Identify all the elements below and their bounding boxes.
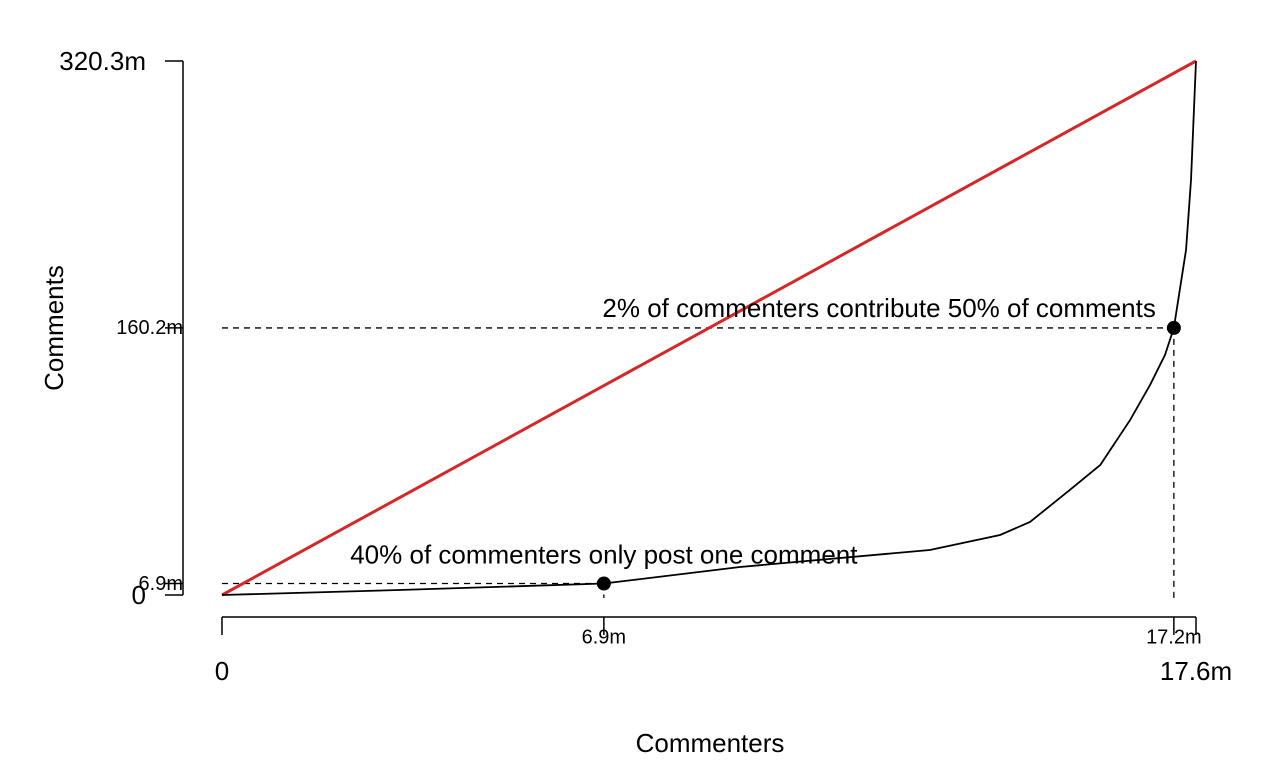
data-line — [221, 60, 1197, 596]
highlight-point — [1166, 320, 1181, 335]
y-tick-label: 6.9m — [139, 573, 183, 595]
annotation: 2% of commenters contribute 50% of comme… — [602, 293, 1155, 323]
highlight-point — [596, 576, 611, 591]
data-line — [221, 59, 1197, 597]
x-tick-label: 17.6m — [1160, 656, 1232, 686]
x-tick-label: 17.2m — [1146, 626, 1202, 648]
y-tick-label: 0 — [132, 580, 146, 610]
x-tick-label: 6.9m — [582, 626, 626, 648]
y-tick-label: 160.2m — [116, 317, 183, 339]
y-axis-label: Comments — [39, 265, 69, 391]
y-tick-label: 320.3m — [59, 46, 146, 76]
annotation: 40% of commenters only post one comment — [350, 539, 858, 569]
x-tick-label: 0 — [215, 656, 229, 686]
x-axis-label: Commenters — [636, 728, 785, 758]
